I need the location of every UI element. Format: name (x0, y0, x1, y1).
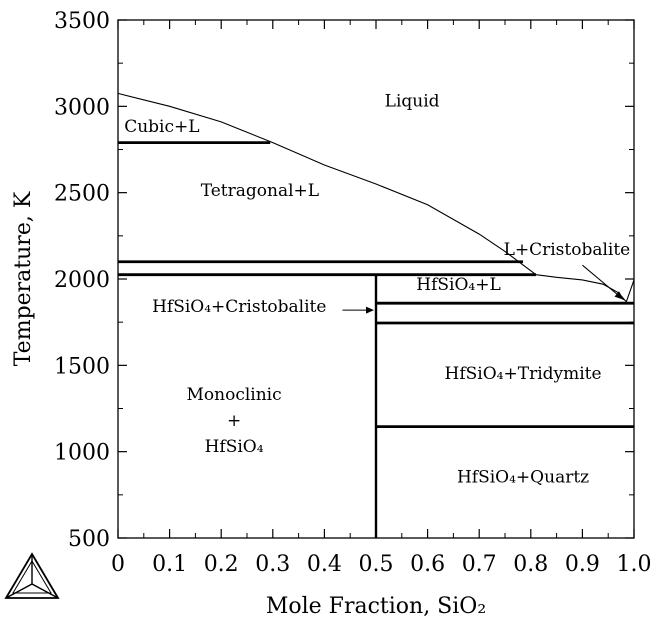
region-label: L+Cristobalite (504, 240, 631, 260)
x-tick-label: 0.4 (307, 552, 342, 577)
x-axis-title: Mole Fraction, SiO₂ (266, 594, 486, 619)
region-label: Cubic+L (124, 117, 199, 137)
y-tick-label: 3500 (54, 9, 110, 34)
x-tick-label: 0.1 (152, 552, 187, 577)
x-tick-label: 0.5 (359, 552, 394, 577)
y-axis-title: Temperature, K (11, 191, 36, 366)
region-label: Tetragonal+L (201, 181, 319, 201)
region-label: HfSiO₄+Tridymite (445, 364, 602, 384)
region-label: Liquid (385, 91, 440, 111)
x-tick-label: 0.3 (255, 552, 290, 577)
pointer-arrowhead (366, 306, 374, 314)
region-label: Monoclinic + HfSiO₄ (187, 385, 282, 457)
y-tick-label: 1500 (54, 354, 110, 379)
x-tick-label: 1.0 (617, 552, 651, 577)
region-label: HfSiO₄+Cristobalite (152, 297, 326, 317)
x-tick-label: 0.7 (462, 552, 497, 577)
region-label: HfSiO₄+Quartz (457, 468, 589, 488)
pointer-arrowhead (614, 291, 624, 300)
x-tick-label: 0.8 (513, 552, 548, 577)
liquidus-curve-left (117, 92, 537, 276)
region-label: HfSiO₄+L (416, 275, 501, 295)
x-tick-label: 0.6 (410, 552, 445, 577)
y-tick-label: 500 (68, 527, 110, 552)
y-tick-label: 2500 (54, 182, 110, 207)
x-tick-label: 0 (111, 552, 125, 577)
thermo-calc-logo (4, 552, 60, 599)
y-tick-label: 1000 (54, 441, 110, 466)
y-tick-label: 3000 (54, 95, 110, 120)
x-tick-label: 0.9 (565, 552, 600, 577)
y-tick-label: 2000 (54, 268, 110, 293)
x-tick-label: 0.2 (204, 552, 239, 577)
